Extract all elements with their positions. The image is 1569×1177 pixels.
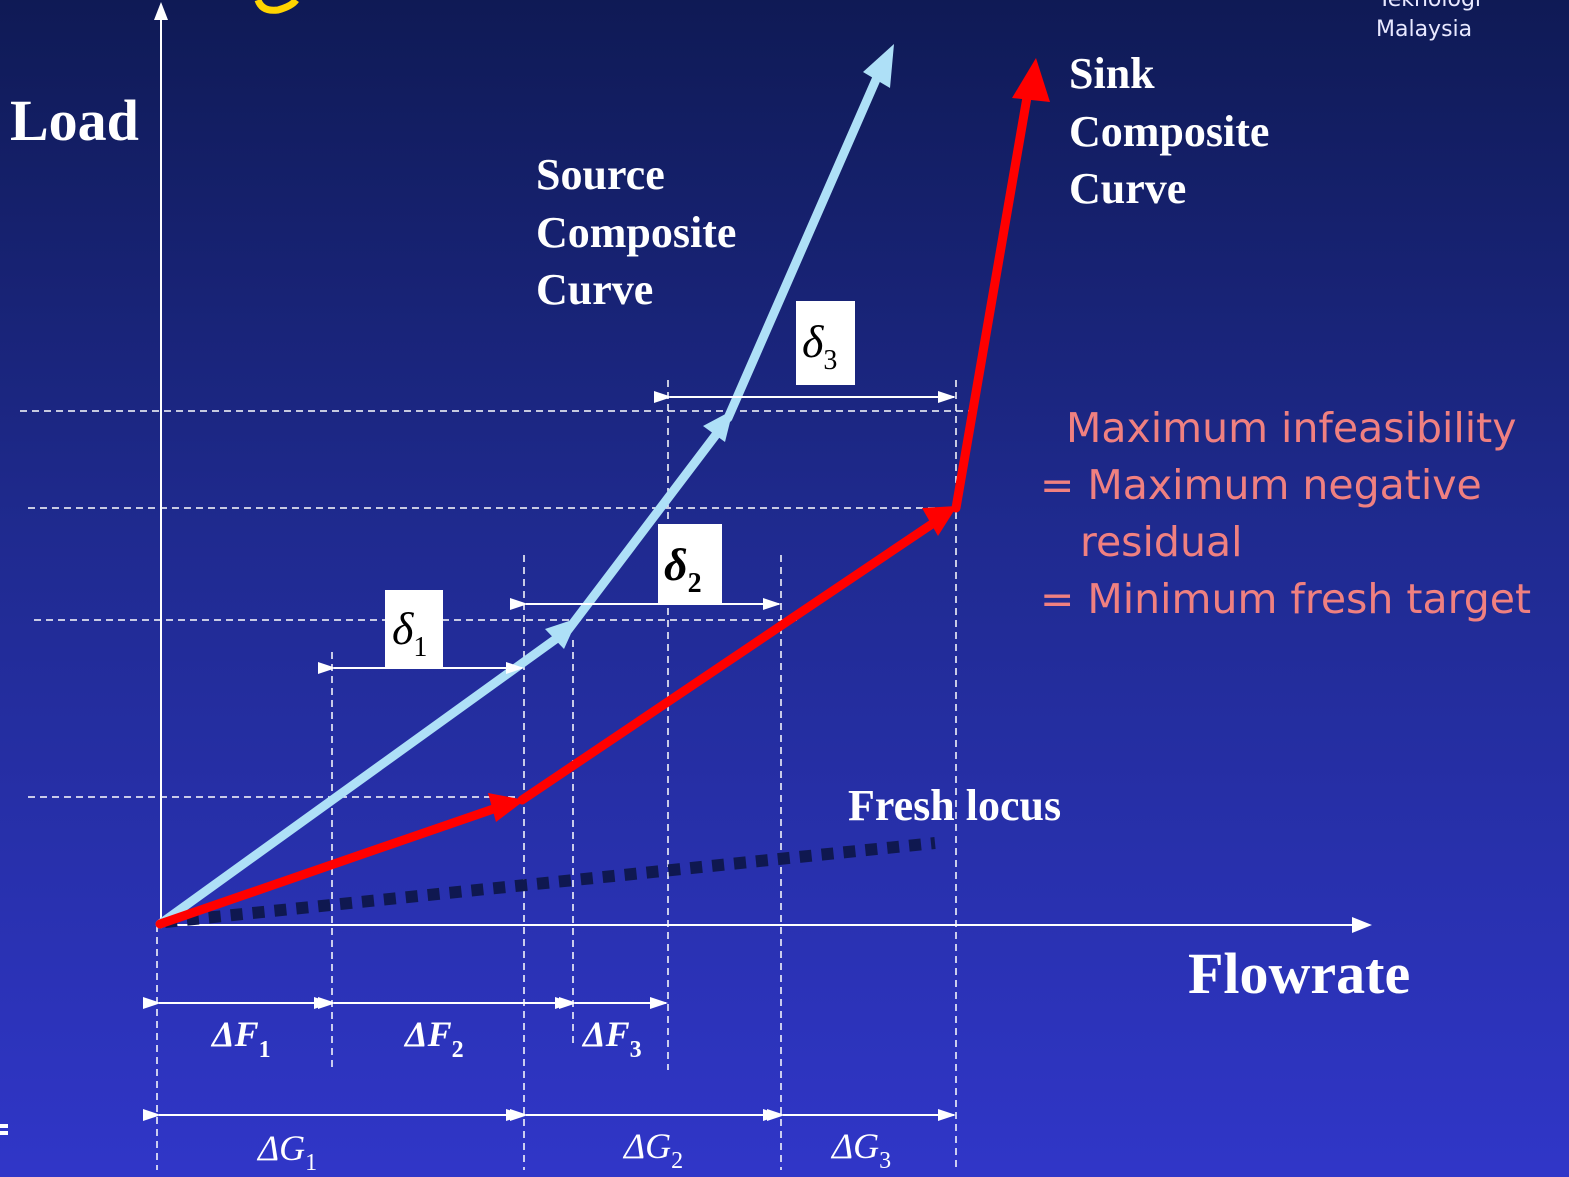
delta-1-box: [385, 590, 443, 668]
note-line1: Maximum infeasibility: [1066, 404, 1517, 452]
sink-label-line1: Sink: [1069, 49, 1155, 98]
source-arrowhead-2-icon: [703, 410, 733, 442]
note-line4: = Minimum fresh target: [1040, 575, 1531, 623]
delta-g3-label: ΔG3: [830, 1126, 891, 1174]
fresh-locus-line: [164, 837, 936, 928]
sink-arrowhead-3-icon: [1012, 58, 1050, 102]
sink-composite-curve: [155, 75, 1035, 929]
note-line3: residual: [1080, 518, 1242, 566]
y-axis-arrow-icon: [154, 2, 168, 20]
source-label-line2: Composite: [536, 208, 736, 257]
delta-3-label: δ3: [802, 316, 837, 376]
delta-f1-label: ΔF1: [210, 1014, 271, 1063]
source-composite-curve: [155, 70, 883, 929]
delta-g1-label: ΔG1: [256, 1128, 317, 1176]
delta-f2-label: ΔF2: [403, 1014, 464, 1063]
source-arrowhead-3-icon: [863, 44, 894, 88]
source-label-line1: Source: [536, 150, 665, 199]
delta-3-box: [796, 301, 855, 385]
source-arrowhead-1-icon: [545, 618, 578, 649]
delta-2-box: [658, 524, 722, 604]
source-label-line3: Curve: [536, 265, 653, 314]
logo-glyph-icon: [254, 0, 299, 14]
sink-arrowhead-1-icon: [488, 793, 525, 822]
logo-text-line1: Teknologi: [1377, 0, 1481, 12]
delta-f3-label: ΔF3: [581, 1014, 642, 1063]
x-axis-arrow-icon: [1352, 917, 1372, 933]
edge-marker-2: [0, 1131, 8, 1135]
sink-arrowhead-2-icon: [922, 506, 957, 536]
sink-label-line2: Composite: [1069, 107, 1269, 156]
note-line2: = Maximum negative: [1040, 461, 1482, 509]
delta-1-label: δ1: [392, 603, 427, 663]
x-axis-label: Flowrate: [1188, 941, 1410, 1006]
y-axis-label: Load: [10, 88, 139, 153]
fresh-locus-label: Fresh locus: [848, 781, 1061, 830]
edge-marker: [0, 1124, 8, 1128]
horizontal-guides: [20, 410, 975, 798]
delta-g2-label: ΔG2: [622, 1126, 683, 1174]
logo-text-line2: Malaysia: [1376, 17, 1472, 42]
sink-label-line3: Curve: [1069, 164, 1186, 213]
delta-2-label: δ2: [664, 539, 702, 599]
